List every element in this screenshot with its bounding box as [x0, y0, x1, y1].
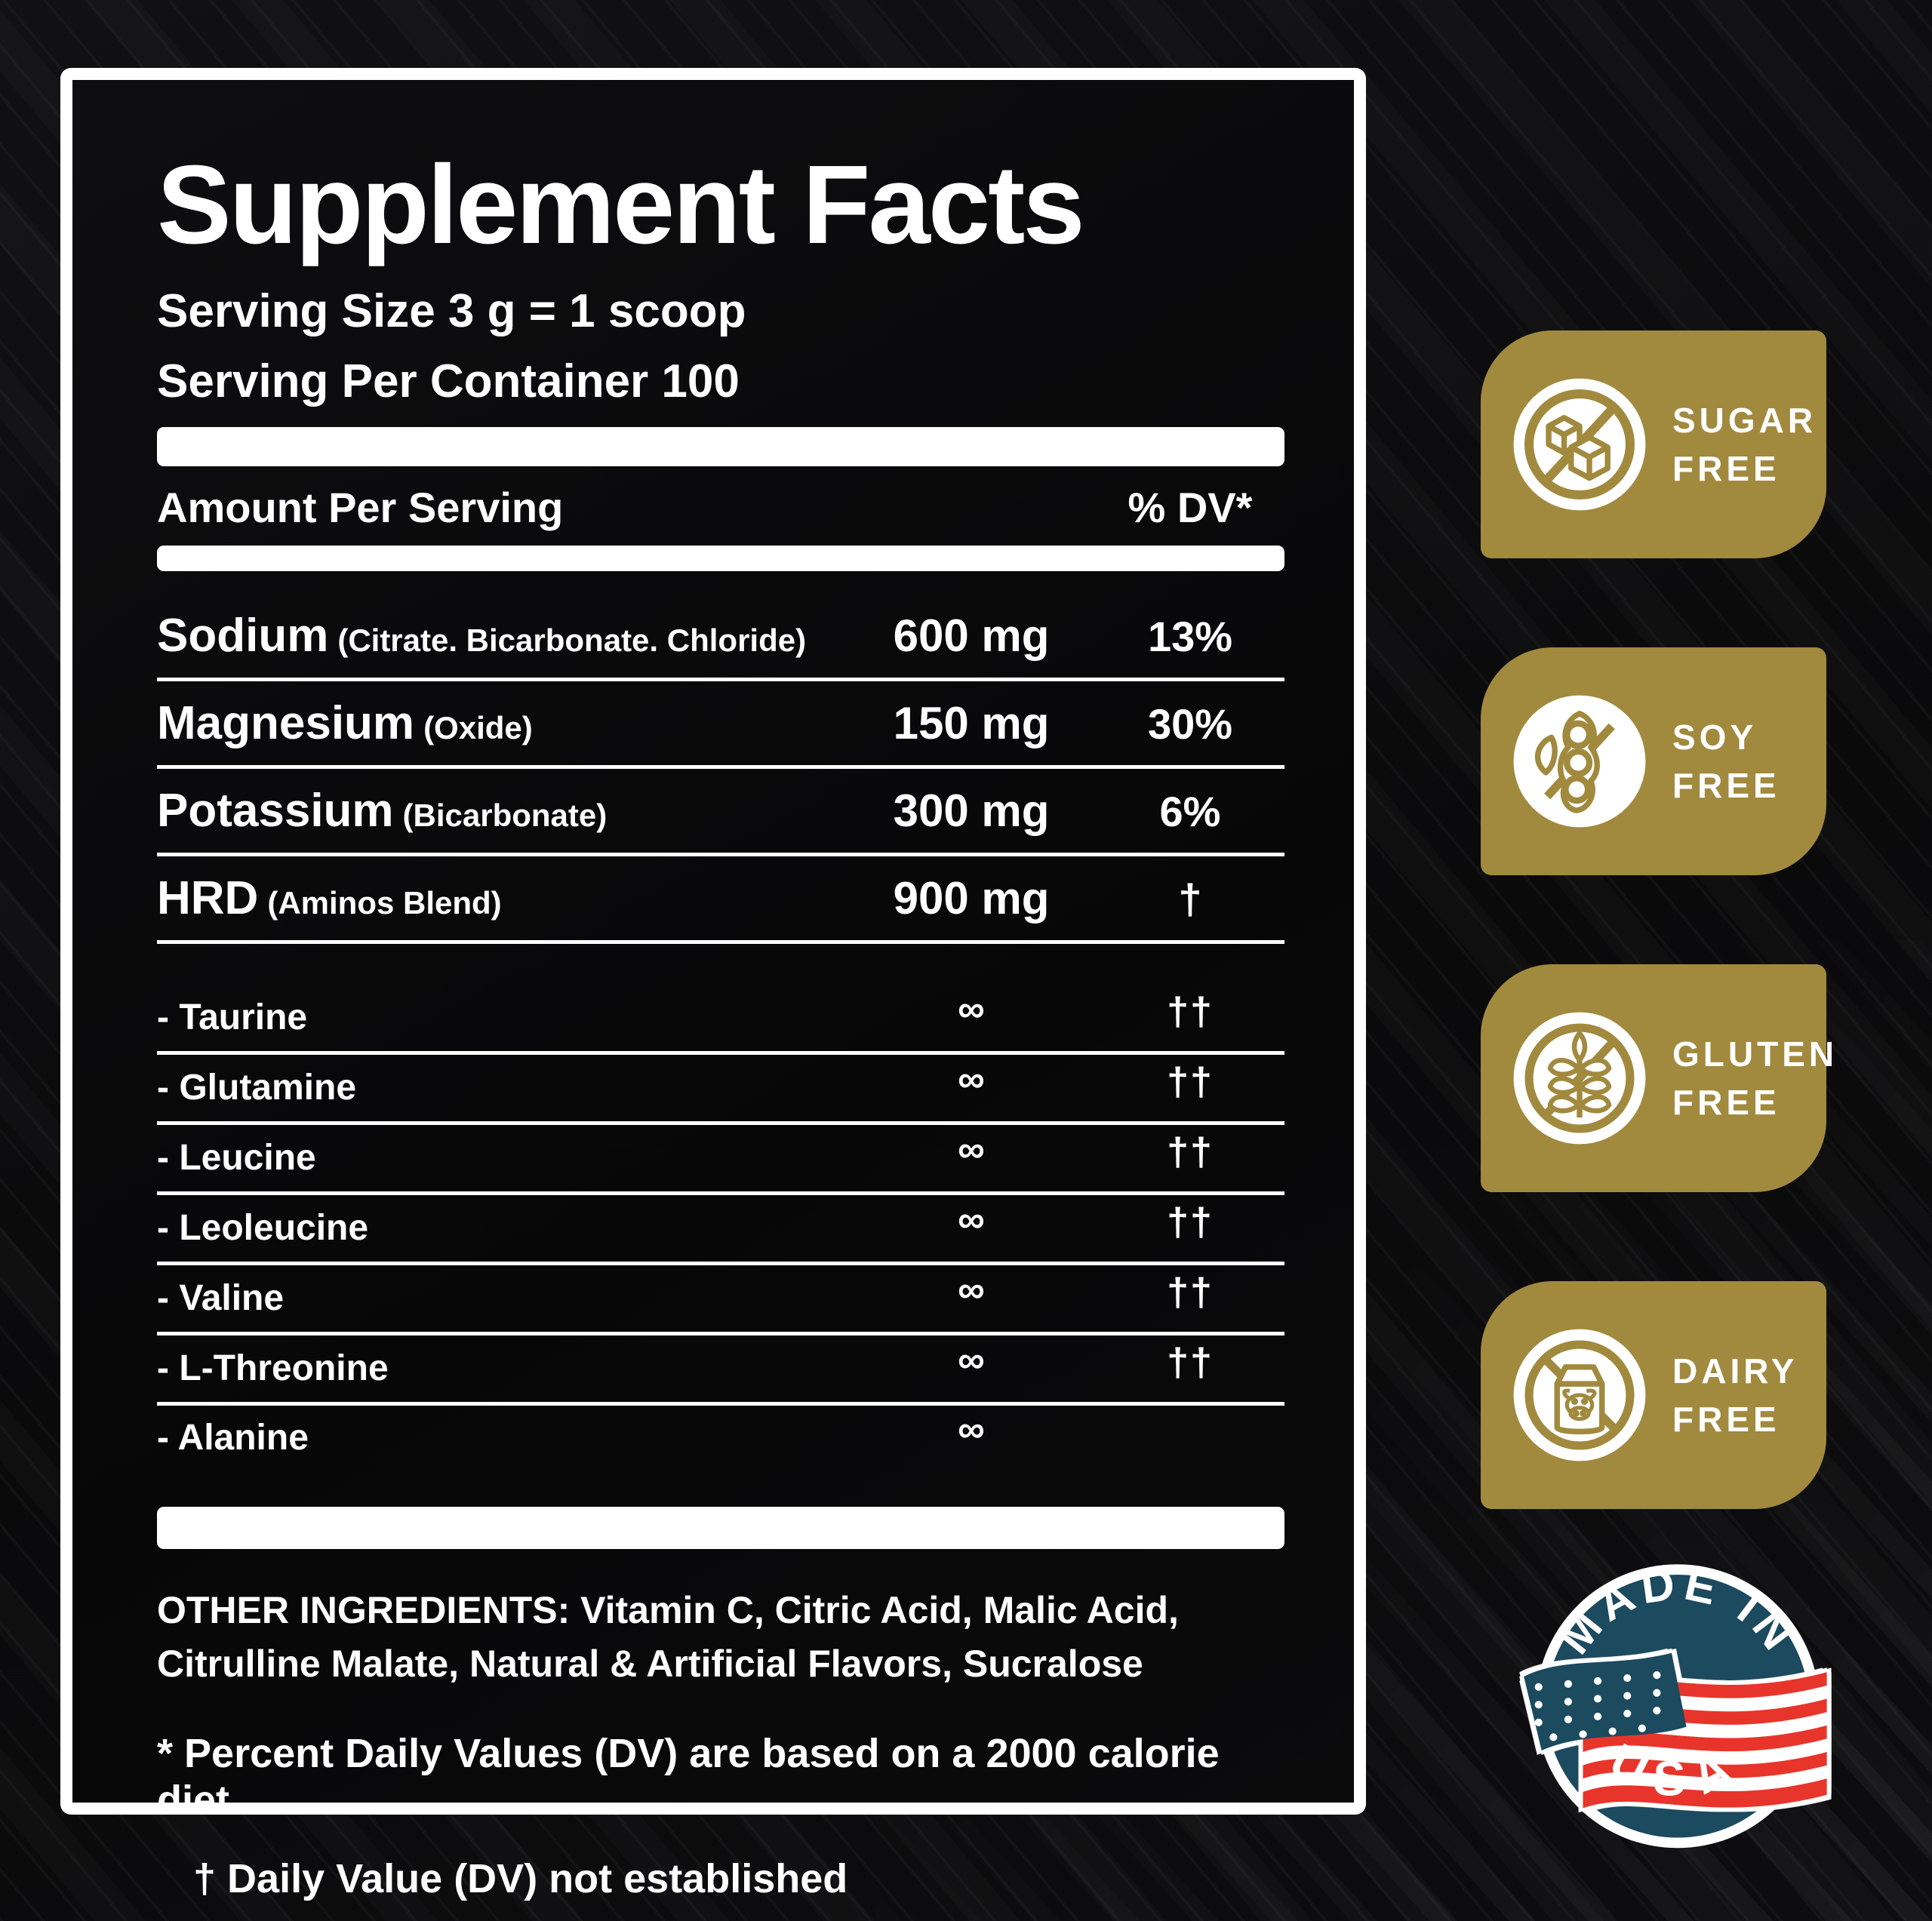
other-ingredients: OTHER INGREDIENTS: Vitamin C, Citric Aci… [157, 1584, 1284, 1691]
amino-dv-symbol: †† [1167, 1059, 1214, 1104]
badge-label: GLUTEN FREE [1672, 1034, 1838, 1122]
badge-label: SOY FREE [1672, 717, 1780, 805]
servings-per-container: Serving Per Container 100 [157, 355, 740, 407]
nutrient-dv: 30% [1147, 699, 1233, 748]
nutrient-name: HRD [157, 871, 259, 924]
list-item: - Glutamine ∞ †† [157, 1055, 1284, 1125]
list-item: - Taurine ∞ †† [157, 985, 1284, 1055]
sugar-free-badge: SUGAR FREE [1481, 330, 1826, 558]
amino-dv-symbol: †† [1167, 1270, 1214, 1314]
made-in-usa-badge: MADE IN [1524, 1557, 1827, 1849]
soy-free-badge: SOY FREE [1481, 647, 1826, 875]
list-item: - L-Threonine ∞ †† [157, 1335, 1284, 1406]
feature-badges: SUGAR FREE SOY FREE [1481, 330, 1834, 1598]
amino-name: - Taurine [157, 997, 308, 1038]
nutrient-name: Potassium [157, 784, 394, 837]
other-ingredients-label: OTHER INGREDIENTS: [157, 1588, 571, 1631]
nutrient-dv: 6% [1159, 787, 1221, 835]
nutrient-amount: 150 mg [893, 697, 1050, 748]
amount-per-serving-header: Amount Per Serving [157, 483, 564, 531]
dv-header: % DV* [1128, 483, 1253, 531]
amino-dv-symbol: †† [1167, 1340, 1214, 1385]
divider-bar-thick [157, 426, 1284, 466]
badge-label: DAIRY FREE [1672, 1351, 1798, 1439]
table-row: Magnesium (Oxide) 150 mg 30% [157, 681, 1284, 769]
page-title: Supplement Facts [157, 143, 1085, 267]
serving-size: Serving Size 3 g = 1 scoop [157, 284, 746, 337]
nutrient-detail: (Citrate. Bicarbonate. Chloride) [337, 622, 807, 658]
nutrient-dv: 13% [1147, 612, 1233, 660]
amino-amount-symbol: ∞ [958, 1268, 985, 1311]
list-item: - Alanine ∞ [157, 1406, 1284, 1471]
nutrient-amount: 600 mg [893, 610, 1050, 661]
amino-name: - Alanine [157, 1418, 309, 1458]
amino-name: - Leucine [157, 1138, 316, 1179]
table-header: Amount Per Serving % DV* [157, 466, 1284, 546]
no-gluten-icon [1513, 1012, 1646, 1145]
amino-amount-symbol: ∞ [958, 1057, 985, 1100]
amino-amount-symbol: ∞ [958, 1127, 985, 1170]
table-row: Potassium (Bicarbonate) 300 mg 6% [157, 769, 1284, 856]
amino-amount-symbol: ∞ [958, 1197, 985, 1240]
divider-bar-thin [157, 545, 1284, 571]
amino-dv-symbol: †† [1167, 989, 1214, 1034]
nutrient-name: Magnesium [157, 696, 415, 749]
list-item: - Leucine ∞ †† [157, 1125, 1284, 1195]
usa-flag [1524, 1652, 1827, 1809]
other-ingredients-list: Vitamin C, Citric Acid, Malic Acid, Citr… [157, 1588, 1179, 1685]
nutrient-detail: (Aminos Blend) [267, 884, 502, 921]
nutrient-name: Sodium [157, 609, 329, 662]
amino-name: - Glutamine [157, 1068, 357, 1108]
badge-label: SUGAR FREE [1672, 400, 1817, 488]
list-item: - Leoleucine ∞ †† [157, 1195, 1284, 1265]
footnote-daily-values: * Percent Daily Values (DV) are based on… [157, 1730, 1220, 1823]
list-item: - Valine ∞ †† [157, 1265, 1284, 1335]
amino-amount-symbol: ∞ [958, 1338, 985, 1381]
table-row: HRD (Aminos Blend) 900 mg † [157, 856, 1284, 944]
amino-name: - L-Threonine [157, 1348, 389, 1389]
nutrient-dv: † [1178, 874, 1202, 923]
nutrient-amount: 300 mg [893, 785, 1050, 836]
no-sugar-icon [1513, 378, 1646, 511]
nutrient-rows: Sodium (Citrate. Bicarbonate. Chloride) 6… [157, 594, 1284, 944]
divider-bar-bottom [157, 1506, 1284, 1549]
amino-dv-symbol: †† [1167, 1200, 1214, 1244]
nutrient-amount: 900 mg [893, 872, 1050, 924]
nutrient-detail: (Bicarbonate) [402, 797, 608, 833]
amino-rows: - Taurine ∞ †† - Glutamine ∞ †† - Leucin… [157, 985, 1284, 1471]
footnote-dv-not-established: † Daily Value (DV) not established [193, 1855, 848, 1901]
nutrient-detail: (Oxide) [423, 709, 533, 745]
amino-name: - Leoleucine [157, 1208, 369, 1249]
table-row: Sodium (Citrate. Bicarbonate. Chloride) 6… [157, 594, 1284, 681]
no-soy-icon [1513, 695, 1646, 828]
supplement-facts-panel: Supplement Facts Serving Size 3 g = 1 sc… [60, 68, 1366, 1901]
gluten-free-badge: GLUTEN FREE [1481, 964, 1834, 1192]
amino-amount-symbol: ∞ [958, 1407, 985, 1450]
amino-dv-symbol: †† [1167, 1130, 1214, 1174]
no-dairy-icon [1513, 1329, 1646, 1461]
dairy-free-badge: DAIRY FREE [1481, 1281, 1826, 1509]
amino-name: - Valine [157, 1278, 285, 1319]
amino-amount-symbol: ∞ [958, 987, 985, 1030]
